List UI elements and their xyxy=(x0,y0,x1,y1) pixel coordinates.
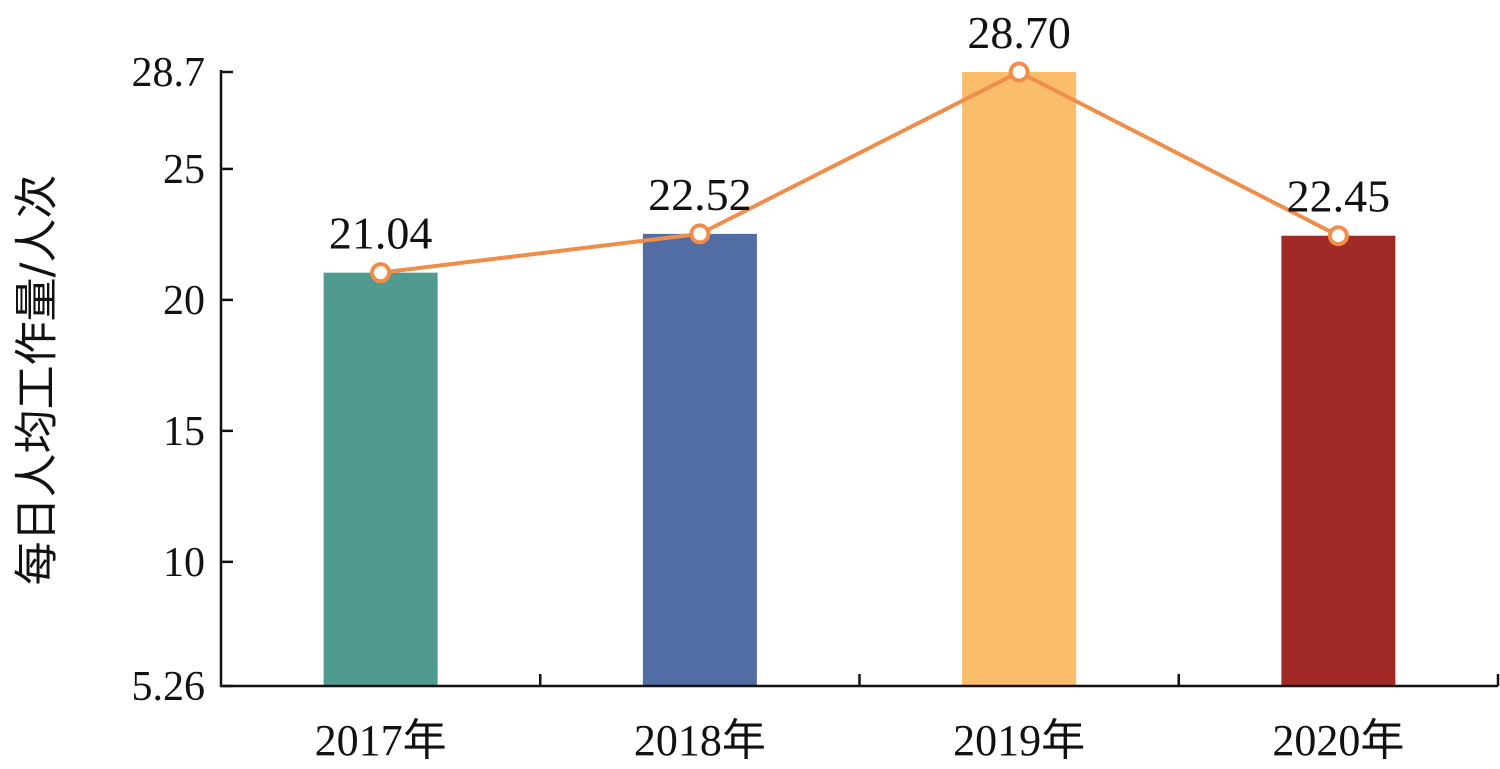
y-tick-label: 10 xyxy=(163,540,205,586)
trend-point xyxy=(370,262,392,284)
trend-point xyxy=(1327,225,1349,247)
data-label: 28.70 xyxy=(967,7,1071,58)
bar-2017年 xyxy=(323,272,438,686)
bar-2018年 xyxy=(642,233,757,686)
data-label: 22.52 xyxy=(648,169,752,220)
x-tick-label: 2017年 xyxy=(315,716,447,765)
y-tick-label: 25 xyxy=(163,147,205,193)
x-tick-label: 2018年 xyxy=(634,716,766,765)
trend-point xyxy=(689,223,711,245)
trend-line xyxy=(380,70,1340,275)
bar-2020年 xyxy=(1281,235,1396,686)
y-tick-label: 20 xyxy=(163,278,205,324)
y-tick-label: 15 xyxy=(163,409,205,455)
bar-2019年 xyxy=(962,72,1077,686)
y-tick-label: 28.7 xyxy=(132,50,206,96)
x-tick-label: 2019年 xyxy=(953,716,1085,765)
trend-point xyxy=(1008,61,1030,83)
data-label: 22.45 xyxy=(1287,171,1391,222)
x-tick-label: 2020年 xyxy=(1272,716,1404,765)
data-label: 21.04 xyxy=(329,208,433,259)
y-tick-label: 5.26 xyxy=(132,664,206,710)
